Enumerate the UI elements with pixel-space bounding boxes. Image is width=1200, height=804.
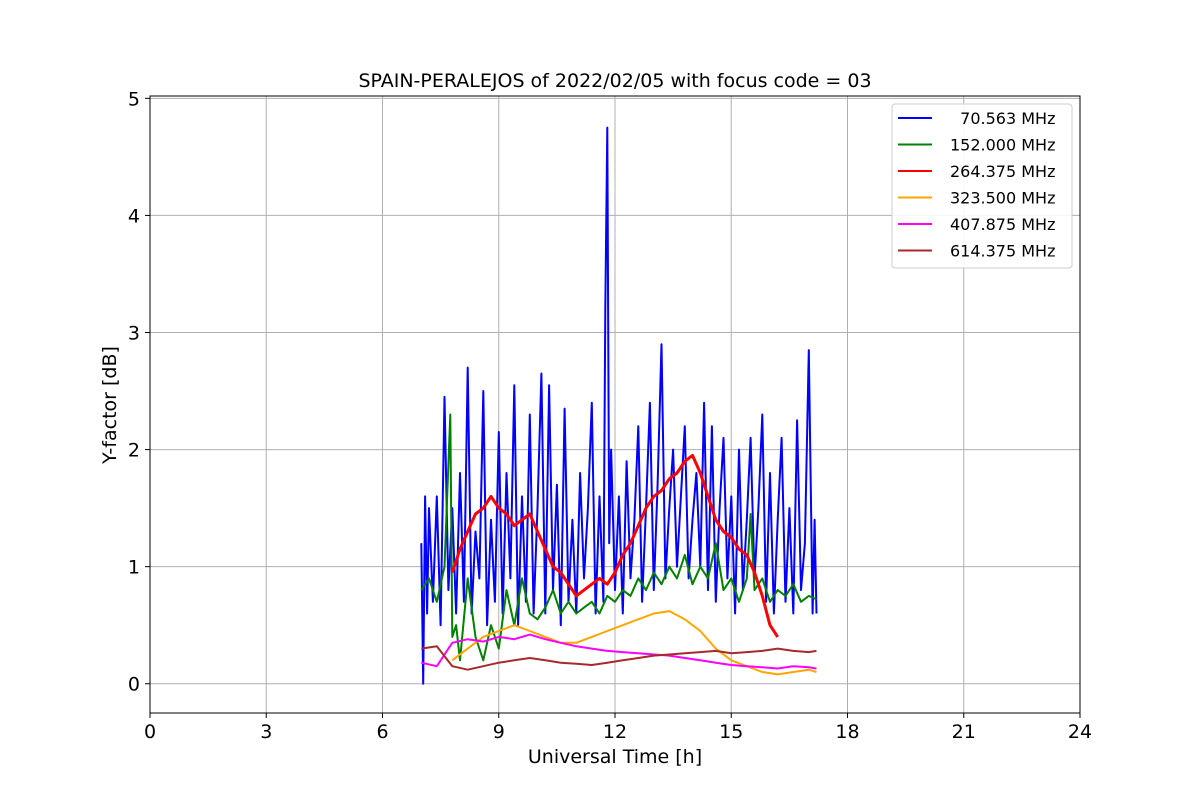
legend-label: 152.000 MHz bbox=[950, 136, 1055, 155]
x-tick-label: 21 bbox=[952, 721, 976, 743]
x-axis-ticks: 0 3 6 9 12 15 18 21 24 bbox=[144, 713, 1092, 743]
legend-label: 407.875 MHz bbox=[950, 215, 1055, 234]
x-tick-label: 12 bbox=[603, 721, 627, 743]
y-tick-label: 3 bbox=[128, 322, 140, 344]
series-layer bbox=[420, 126, 818, 685]
y-tick-label: 0 bbox=[128, 674, 140, 696]
series-line bbox=[451, 610, 817, 676]
series-line bbox=[421, 645, 817, 671]
chart-title: SPAIN-PERALEJOS of 2022/02/05 with focus… bbox=[358, 70, 871, 92]
x-tick-label: 0 bbox=[144, 721, 156, 743]
x-tick-label: 24 bbox=[1068, 721, 1092, 743]
x-tick-label: 9 bbox=[493, 721, 505, 743]
y-tick-label: 2 bbox=[128, 440, 140, 462]
legend: 70.563 MHz 152.000 MHz 264.375 MHz 323.500 … bbox=[891, 103, 1073, 269]
x-tick-label: 15 bbox=[719, 721, 743, 743]
series-line bbox=[421, 633, 817, 670]
legend-label: 323.500 MHz bbox=[950, 189, 1055, 208]
series-line bbox=[420, 413, 817, 662]
x-axis-label: Universal Time [h] bbox=[528, 746, 702, 768]
y-tick-label: 4 bbox=[128, 205, 140, 227]
x-tick-label: 18 bbox=[835, 721, 859, 743]
y-axis-label: Y-factor [dB] bbox=[99, 346, 121, 465]
legend-label: 614.375 MHz bbox=[950, 242, 1055, 261]
legend-label: 264.375 MHz bbox=[950, 162, 1055, 181]
x-tick-label: 3 bbox=[260, 721, 272, 743]
series-line bbox=[450, 453, 779, 638]
y-axis-ticks: 0 1 2 3 4 5 bbox=[128, 88, 150, 696]
legend-items: 70.563 MHz 152.000 MHz 264.375 MHz 323.500 … bbox=[898, 109, 1055, 261]
y-tick-label: 5 bbox=[128, 88, 140, 110]
legend-label: 70.563 MHz bbox=[950, 109, 1055, 128]
y-tick-label: 1 bbox=[128, 557, 140, 579]
x-tick-label: 6 bbox=[376, 721, 388, 743]
legend-box bbox=[891, 103, 1073, 269]
series-line bbox=[420, 126, 818, 685]
